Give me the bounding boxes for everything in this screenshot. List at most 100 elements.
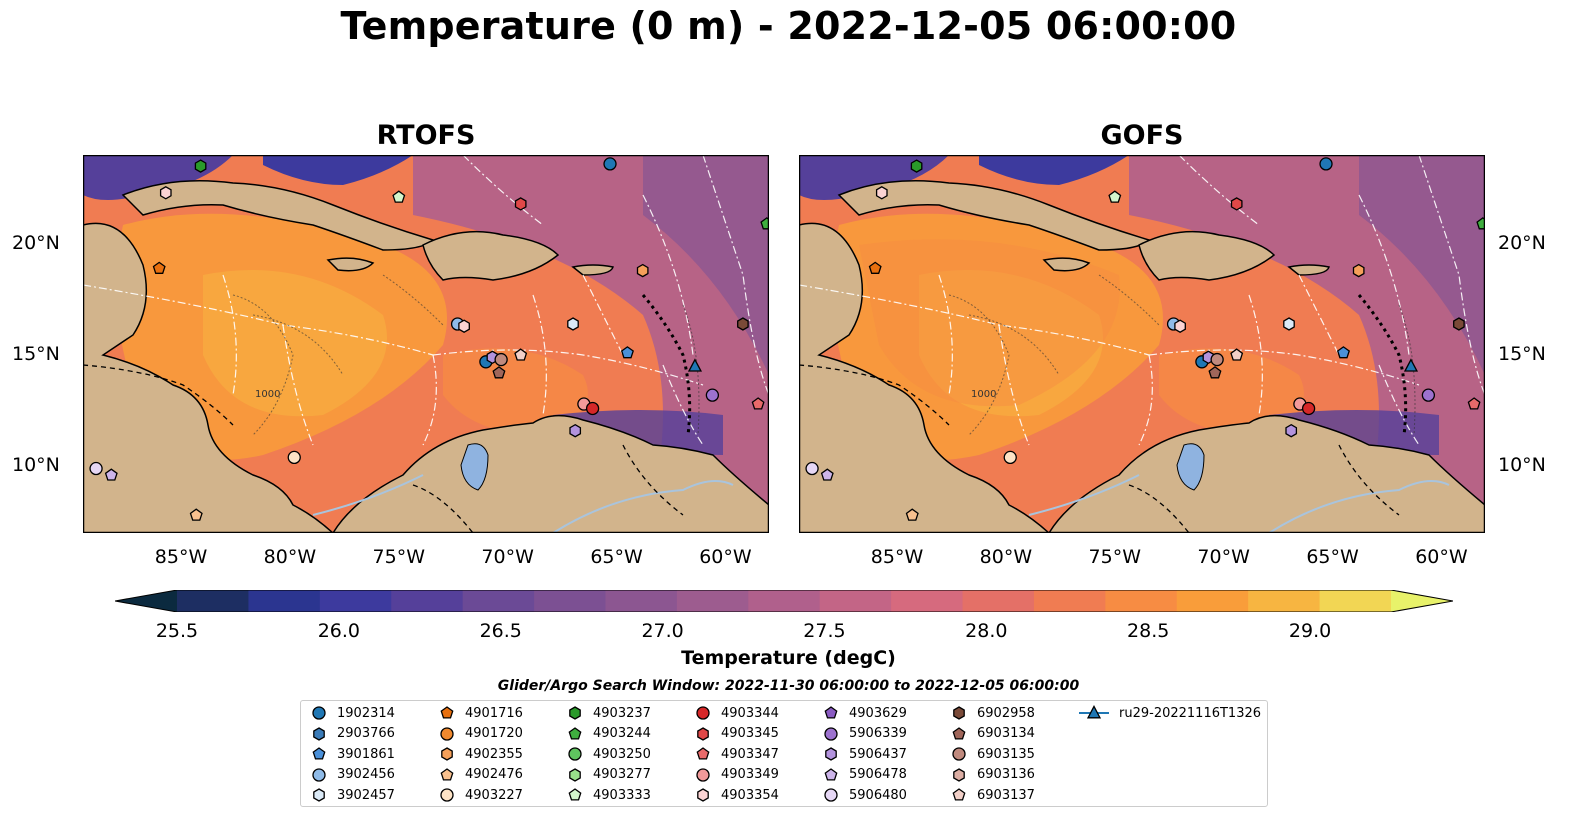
float-marker <box>152 261 166 274</box>
ytick-label-left: 20°N <box>12 231 60 254</box>
legend-marker <box>824 788 838 802</box>
float-marker <box>603 157 617 171</box>
legend-label: 6903137 <box>977 787 1035 803</box>
ytick-label-right: 10°N <box>1498 454 1546 477</box>
legend-entry: 4902355 <box>439 744 523 764</box>
legend-entry: 6903137 <box>951 785 1035 805</box>
colorbar-tick-label: 27.5 <box>803 620 846 642</box>
legend-label: 4903237 <box>593 705 651 721</box>
float-marker <box>1210 352 1224 367</box>
legend-label: 5906437 <box>849 746 907 762</box>
float-marker <box>1108 190 1122 203</box>
legend-marker-icon <box>952 726 966 740</box>
float-marker <box>868 261 882 274</box>
legend-marker-icon <box>440 706 454 719</box>
ytick-label-left: 15°N <box>12 343 60 366</box>
legend-label: 5906480 <box>849 787 907 803</box>
legend-label: 1902314 <box>337 705 395 721</box>
colorbar-tick-label: 27.0 <box>641 620 684 642</box>
legend-label: 4903345 <box>721 726 779 741</box>
legend-label: 4903244 <box>593 726 651 741</box>
legend-marker-icon <box>569 706 581 720</box>
legend-entry: 4903250 <box>567 744 651 764</box>
map-panel-rtofs: 1000 <box>83 155 769 533</box>
legend-marker-icon <box>696 767 710 782</box>
float-marker <box>910 159 923 173</box>
float-marker <box>569 423 582 438</box>
legend-label: 3901861 <box>337 746 395 762</box>
legend-label: ru29-20221116T1326 <box>1119 705 1262 721</box>
legend-marker-icon <box>440 788 454 802</box>
legend-marker-icon <box>952 788 966 801</box>
legend-marker-icon <box>568 747 582 761</box>
legend-marker-icon <box>696 747 710 760</box>
float-marker <box>805 461 819 476</box>
legend-entry: 4903354 <box>695 785 779 805</box>
float-marker <box>514 197 527 211</box>
float-marker <box>1453 317 1465 331</box>
legend-marker <box>825 747 837 761</box>
float-marker <box>760 217 769 230</box>
legend-marker-icon <box>568 788 582 801</box>
colorbar-tick-label: 26.5 <box>479 620 522 642</box>
legend-entry: 4903227 <box>439 785 523 805</box>
panel-title-gofs: GOFS <box>1100 120 1184 151</box>
xtick-label: 65°W <box>590 546 643 568</box>
xtick-label: 80°W <box>979 546 1033 568</box>
legend-entry: ru29-20221116T1326 <box>1079 703 1261 723</box>
legend-entry: 3902457 <box>311 785 395 805</box>
legend-marker <box>312 747 326 760</box>
legend-entry: 4903347 <box>695 744 779 764</box>
colorbar <box>114 589 1454 613</box>
float-marker <box>1352 263 1365 278</box>
legend-label: 4903354 <box>721 787 779 803</box>
legend-marker <box>953 767 965 782</box>
legend-entry: 4903277 <box>567 765 651 785</box>
float-marker <box>585 401 600 416</box>
legend-label: 2903766 <box>337 726 395 741</box>
legend-marker <box>441 747 453 761</box>
legend-entry: 3901861 <box>311 744 395 764</box>
legend-label: 4903349 <box>721 767 779 782</box>
legend-marker <box>824 706 838 719</box>
float-marker <box>1003 450 1017 465</box>
map-gofs: 1000 <box>799 155 1485 533</box>
colorbar-tick-label: 26.0 <box>317 620 361 642</box>
legend-marker <box>440 788 454 802</box>
legend-marker-icon <box>825 747 837 761</box>
colorbar-tick-label: 25.5 <box>155 620 199 642</box>
float-marker <box>1230 348 1244 361</box>
legend-entry: 6903134 <box>951 724 1035 744</box>
legend-marker <box>952 726 966 740</box>
float-marker <box>875 186 888 200</box>
legend-marker <box>1086 705 1102 719</box>
legend-label: 4901720 <box>465 726 523 741</box>
legend-marker-icon <box>824 726 838 741</box>
contour-label: 1000 <box>971 389 996 400</box>
legend-marker <box>824 767 838 781</box>
legend-marker <box>953 706 965 720</box>
legend: 1902314 2903766 3901861 3902456 3902457 49017… <box>300 700 1268 807</box>
legend-marker-icon <box>568 726 582 740</box>
legend-label: 4902476 <box>465 767 523 782</box>
legend-marker-icon <box>312 747 326 760</box>
float-marker <box>194 159 207 173</box>
legend-label: 4903250 <box>593 746 651 762</box>
legend-marker-icon <box>696 706 710 720</box>
legend-marker <box>312 706 326 720</box>
legend-marker <box>568 788 582 801</box>
legend-label: 6903134 <box>977 726 1035 741</box>
legend-marker-icon <box>312 767 326 782</box>
legend-marker <box>697 788 709 802</box>
float-marker <box>687 358 703 372</box>
legend-entry: 6903136 <box>951 765 1035 785</box>
legend-entry: 4903344 <box>695 703 779 723</box>
legend-label: 5906478 <box>849 767 907 782</box>
float-marker <box>1301 401 1316 416</box>
legend-entry: 4901716 <box>439 703 523 723</box>
float-marker <box>392 190 406 203</box>
legend-marker <box>568 747 582 761</box>
xtick-label: 85°W <box>870 546 924 568</box>
legend-entry: 4903333 <box>567 785 651 805</box>
legend-entry: 4903244 <box>567 724 651 744</box>
